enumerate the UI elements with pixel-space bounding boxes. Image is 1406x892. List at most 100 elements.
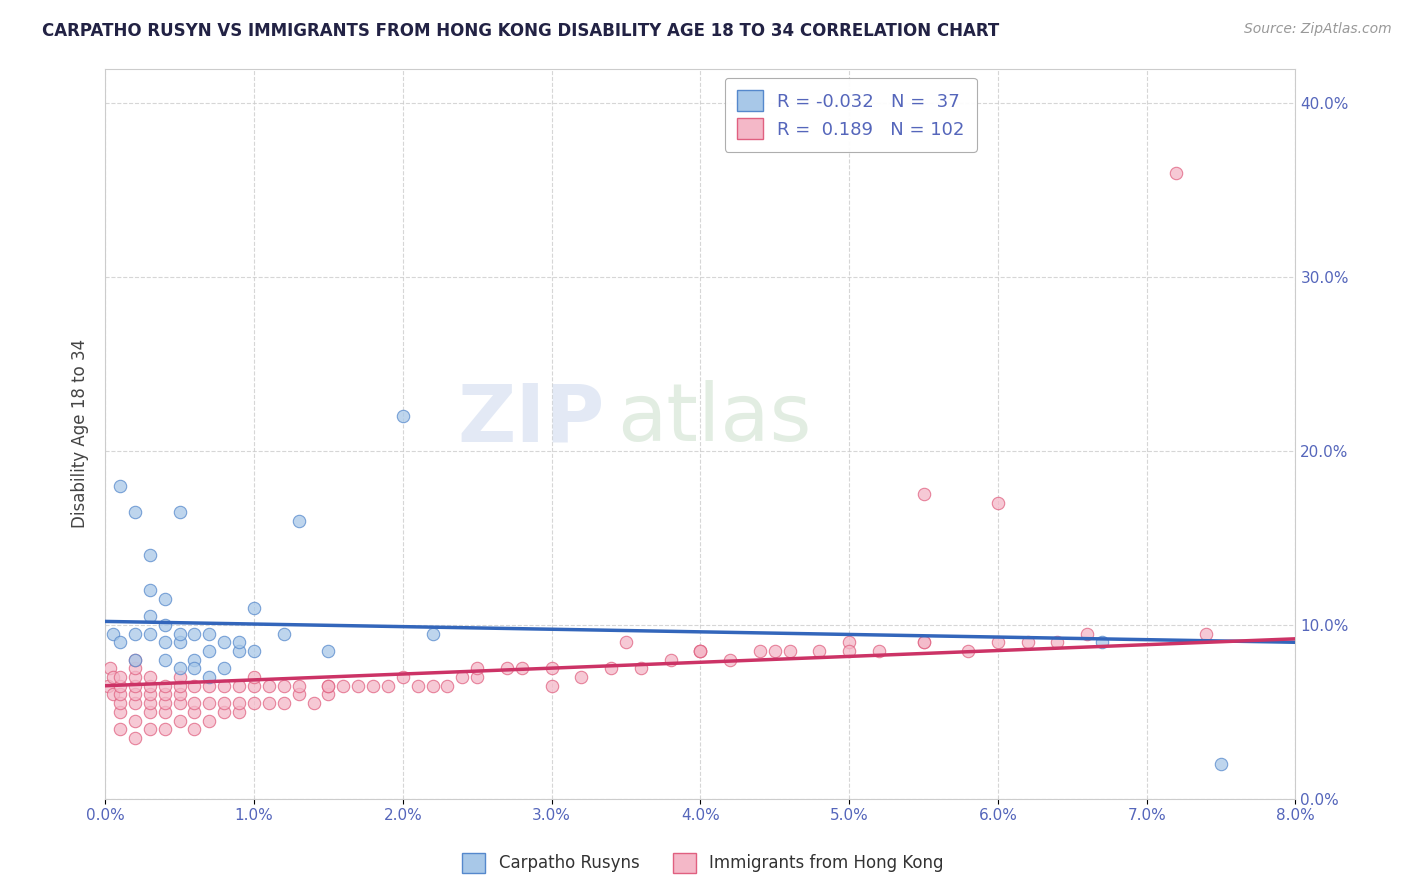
Point — [124, 653, 146, 667]
Point — [614, 635, 637, 649]
Text: CARPATHO RUSYN VS IMMIGRANTS FROM HONG KONG DISABILITY AGE 18 TO 34 CORRELATION : CARPATHO RUSYN VS IMMIGRANTS FROM HONG K… — [42, 22, 1000, 40]
Point — [153, 635, 176, 649]
Point — [108, 635, 131, 649]
Point — [763, 644, 786, 658]
Point — [302, 696, 325, 710]
Point — [257, 679, 280, 693]
Point — [243, 644, 266, 658]
Point — [318, 679, 340, 693]
Point — [243, 670, 266, 684]
Legend: Carpatho Rusyns, Immigrants from Hong Kong: Carpatho Rusyns, Immigrants from Hong Ko… — [456, 847, 950, 880]
Point — [748, 644, 770, 658]
Point — [139, 679, 162, 693]
Point — [318, 644, 340, 658]
Point — [243, 696, 266, 710]
Point — [1209, 756, 1232, 771]
Point — [347, 679, 370, 693]
Point — [212, 661, 235, 675]
Point — [108, 688, 131, 702]
Point — [169, 661, 191, 675]
Point — [169, 670, 191, 684]
Point — [183, 705, 205, 719]
Point — [540, 661, 562, 675]
Point — [957, 644, 980, 658]
Y-axis label: Disability Age 18 to 34: Disability Age 18 to 34 — [72, 339, 89, 528]
Point — [451, 670, 474, 684]
Point — [377, 679, 399, 693]
Point — [124, 505, 146, 519]
Point — [868, 644, 890, 658]
Point — [108, 479, 131, 493]
Point — [183, 653, 205, 667]
Point — [422, 679, 444, 693]
Point — [808, 644, 831, 658]
Point — [183, 723, 205, 737]
Point — [273, 696, 295, 710]
Point — [228, 644, 250, 658]
Point — [139, 549, 162, 563]
Point — [406, 679, 429, 693]
Point — [124, 670, 146, 684]
Point — [108, 705, 131, 719]
Point — [228, 635, 250, 649]
Point — [124, 661, 146, 675]
Point — [912, 635, 935, 649]
Point — [139, 705, 162, 719]
Point — [124, 696, 146, 710]
Point — [183, 696, 205, 710]
Point — [169, 505, 191, 519]
Point — [124, 688, 146, 702]
Point — [630, 661, 652, 675]
Point — [101, 626, 124, 640]
Point — [124, 679, 146, 693]
Point — [510, 661, 533, 675]
Point — [124, 714, 146, 728]
Point — [153, 653, 176, 667]
Point — [273, 679, 295, 693]
Point — [153, 688, 176, 702]
Point — [153, 696, 176, 710]
Point — [139, 696, 162, 710]
Point — [198, 679, 221, 693]
Point — [569, 670, 592, 684]
Point — [243, 600, 266, 615]
Point — [98, 661, 121, 675]
Legend: R = -0.032   N =  37, R =  0.189   N = 102: R = -0.032 N = 37, R = 0.189 N = 102 — [724, 78, 977, 152]
Point — [1076, 626, 1098, 640]
Point — [153, 705, 176, 719]
Point — [97, 679, 120, 693]
Point — [153, 591, 176, 606]
Point — [212, 635, 235, 649]
Point — [361, 679, 384, 693]
Point — [139, 626, 162, 640]
Point — [183, 626, 205, 640]
Point — [153, 723, 176, 737]
Point — [287, 679, 309, 693]
Point — [198, 714, 221, 728]
Point — [169, 688, 191, 702]
Point — [332, 679, 354, 693]
Point — [139, 609, 162, 624]
Point — [391, 409, 413, 424]
Point — [198, 696, 221, 710]
Point — [243, 679, 266, 693]
Point — [124, 653, 146, 667]
Point — [169, 714, 191, 728]
Point — [228, 705, 250, 719]
Point — [391, 670, 413, 684]
Point — [1166, 166, 1188, 180]
Point — [212, 696, 235, 710]
Point — [689, 644, 711, 658]
Point — [540, 679, 562, 693]
Point — [153, 679, 176, 693]
Point — [987, 635, 1010, 649]
Point — [465, 670, 488, 684]
Point — [101, 670, 124, 684]
Point — [212, 679, 235, 693]
Point — [465, 661, 488, 675]
Point — [124, 626, 146, 640]
Point — [169, 679, 191, 693]
Point — [169, 696, 191, 710]
Point — [838, 644, 860, 658]
Point — [139, 583, 162, 598]
